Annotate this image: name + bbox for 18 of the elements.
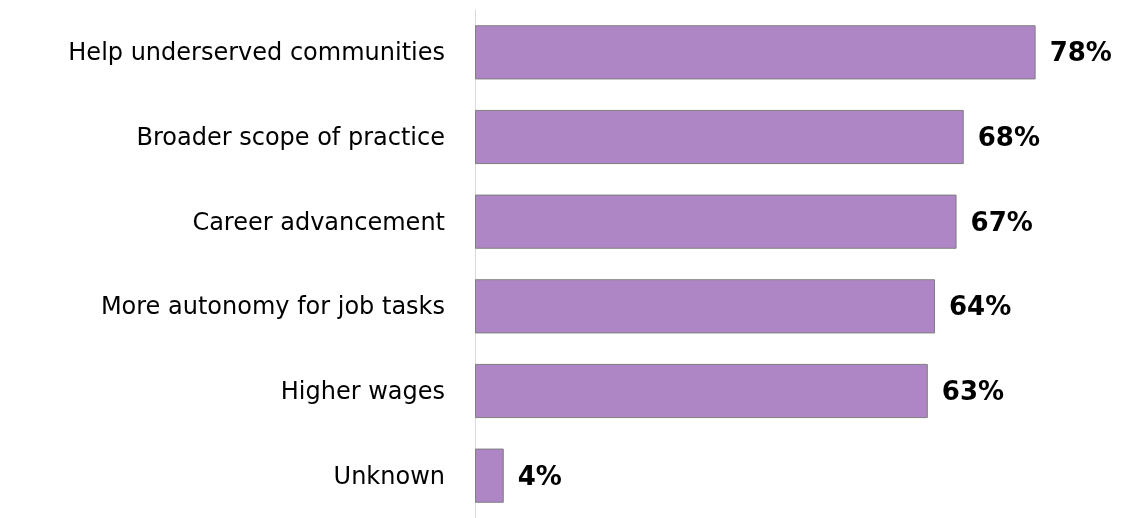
y-tick-label: Higher wages: [280, 377, 445, 405]
data-label: 78%: [1049, 37, 1112, 68]
y-tick-label: Career advancement: [192, 207, 445, 236]
y-tick-label: More autonomy for job tasks: [100, 292, 445, 321]
bar: [475, 25, 1036, 80]
bar: [475, 363, 928, 419]
y-tick-label: Help underserved communities: [68, 38, 445, 67]
data-label: 4%: [517, 460, 562, 491]
bar: [475, 279, 935, 334]
y-tick-label: Broader scope of practice: [136, 123, 445, 151]
data-label: 68%: [977, 122, 1040, 152]
data-label: 63%: [941, 376, 1005, 406]
bar: [475, 194, 957, 249]
data-label: 64%: [949, 291, 1012, 322]
data-label: 67%: [970, 206, 1033, 237]
bar: [475, 448, 504, 503]
y-tick-label: Unknown: [333, 461, 445, 490]
bar: [475, 109, 964, 165]
